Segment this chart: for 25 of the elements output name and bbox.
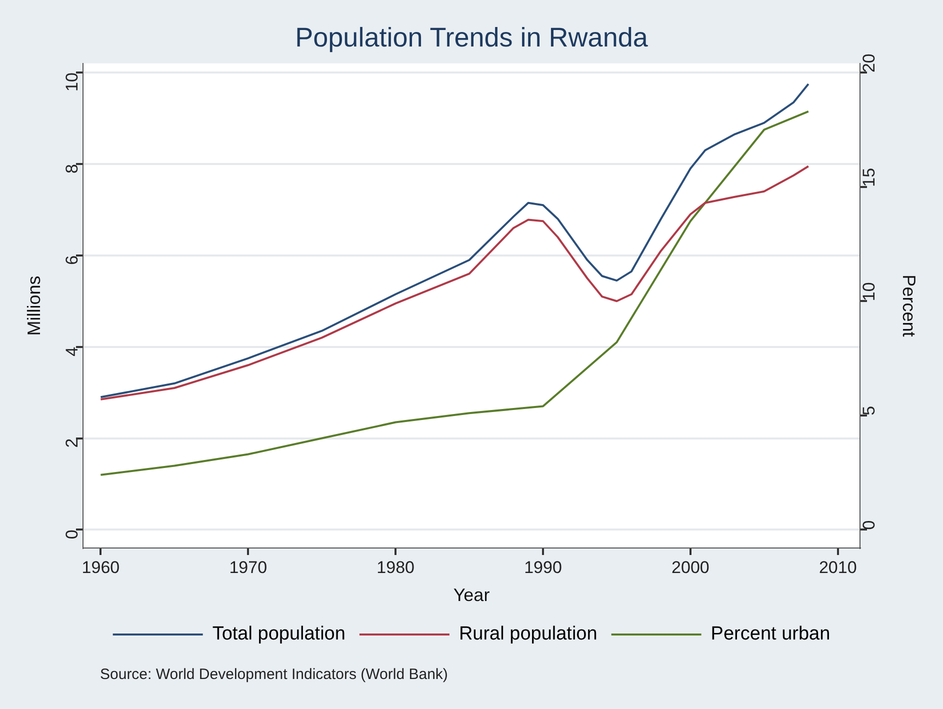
y-tick-label: 8 <box>62 164 82 174</box>
y2-tick-label: 10 <box>860 282 879 302</box>
x-tick-label: 1970 <box>229 558 268 577</box>
y2-tick-label: 5 <box>860 406 879 416</box>
y-tick-label: 4 <box>62 346 82 356</box>
y2-tick-label: 0 <box>860 520 879 530</box>
legend-label: Total population <box>212 624 346 645</box>
x-tick-label: 2000 <box>672 558 710 577</box>
y2-tick-label: 15 <box>860 168 879 187</box>
y2-axis-title: Percent <box>899 274 920 337</box>
x-tick-label: 1980 <box>376 558 414 577</box>
y-tick-label: 10 <box>62 72 82 92</box>
source-note: Source: World Development Indicators (World Bank) <box>100 666 448 683</box>
y-tick-label: 2 <box>62 438 82 448</box>
x-tick-label: 2010 <box>818 558 857 577</box>
x-tick-label: 1990 <box>524 558 562 577</box>
y-tick-label: 6 <box>62 255 82 265</box>
y2-tick-label: 20 <box>860 54 879 73</box>
y-tick-label: 0 <box>62 530 82 540</box>
x-axis-title: Year <box>453 585 490 606</box>
y-axis-title: Millions <box>24 276 44 336</box>
legend-label: Percent urban <box>710 624 830 645</box>
chart-title: Population Trends in Rwanda <box>295 22 649 53</box>
x-tick-label: 1960 <box>82 558 120 577</box>
legend-label: Rural population <box>458 624 598 645</box>
